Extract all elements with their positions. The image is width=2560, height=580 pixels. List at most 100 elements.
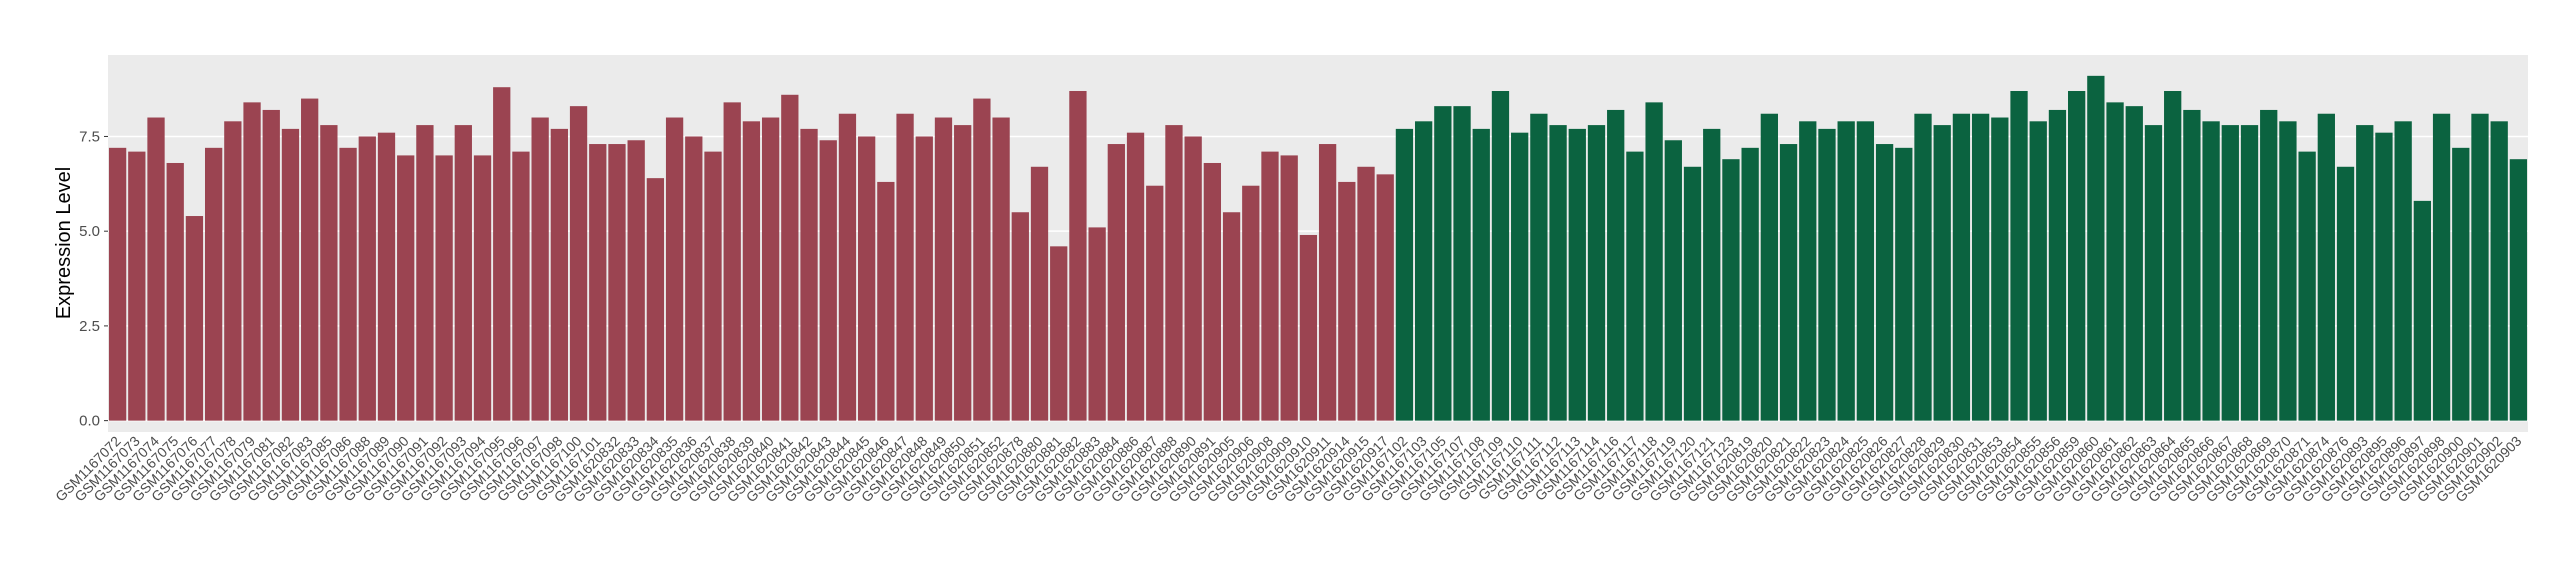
bar <box>1050 246 1068 421</box>
panel <box>108 55 2528 432</box>
bar <box>1722 159 1740 421</box>
bar <box>1664 140 1682 421</box>
bar <box>2394 121 2412 421</box>
bar <box>377 132 396 421</box>
bar <box>2221 125 2239 421</box>
bar <box>1914 113 1932 421</box>
bar <box>761 117 780 421</box>
bar <box>2279 121 2297 421</box>
bar <box>1011 212 1029 421</box>
bar <box>1587 125 1606 421</box>
bar <box>1299 234 1318 421</box>
bar <box>2317 113 2335 421</box>
bar <box>665 117 684 421</box>
bar <box>2471 113 2489 421</box>
bar <box>1434 106 1452 421</box>
bar <box>281 128 300 421</box>
bar <box>1760 113 1778 421</box>
bar <box>2260 109 2278 421</box>
bar <box>1799 121 1817 421</box>
bar <box>493 87 511 421</box>
y-tick-label: 2.5 <box>79 318 100 335</box>
bar <box>646 178 665 421</box>
bar <box>1203 162 1222 421</box>
bar <box>358 136 376 421</box>
bar <box>877 181 895 421</box>
bar <box>1165 125 1183 421</box>
bar <box>473 155 492 421</box>
bar <box>1472 128 1490 421</box>
bar <box>2356 125 2374 421</box>
bar <box>819 140 837 421</box>
bar <box>2164 90 2182 421</box>
bar <box>224 121 242 421</box>
bar <box>1069 90 1087 421</box>
bar <box>1338 181 1356 421</box>
y-tick-label: 5.0 <box>79 223 100 240</box>
bar <box>896 113 914 421</box>
bar <box>781 94 799 421</box>
bar <box>1607 109 1625 421</box>
bar <box>1530 113 1548 421</box>
bar <box>2452 147 2470 421</box>
bar <box>2144 125 2163 421</box>
bar <box>858 136 876 421</box>
bar <box>1184 136 1202 421</box>
bar <box>1088 227 1106 421</box>
bar <box>2432 113 2451 421</box>
bar <box>243 102 261 421</box>
bar <box>550 128 568 421</box>
bar <box>1645 102 1663 421</box>
bar <box>1626 151 1644 421</box>
bar <box>1875 144 1894 421</box>
bar <box>1280 155 1298 421</box>
bar <box>435 155 453 421</box>
bar <box>742 121 761 421</box>
bar <box>531 117 549 421</box>
bar <box>1453 106 1471 421</box>
bar <box>1703 128 1721 421</box>
bar <box>2106 102 2124 421</box>
bar <box>1376 174 1394 421</box>
bar <box>2010 90 2028 421</box>
bar <box>1395 128 1414 421</box>
bar <box>934 117 953 421</box>
bar <box>1030 166 1049 421</box>
bar <box>454 125 472 421</box>
bar <box>108 147 127 421</box>
bar <box>1549 125 1567 421</box>
bar <box>954 125 972 421</box>
bar <box>1107 144 1125 421</box>
bar <box>1818 128 1836 421</box>
bar <box>1222 212 1241 421</box>
bar <box>1261 151 1279 421</box>
bar <box>128 151 146 421</box>
bar <box>204 147 223 421</box>
bar <box>915 136 933 421</box>
bar <box>704 151 722 421</box>
bar <box>2029 121 2047 421</box>
bar <box>1741 147 1759 421</box>
bar <box>1991 117 2009 421</box>
y-tick-label: 0.0 <box>79 413 100 430</box>
bar <box>2087 75 2105 421</box>
bar <box>2068 90 2086 421</box>
bar <box>1511 132 1529 421</box>
bar <box>2240 125 2259 421</box>
bar <box>1779 144 1798 421</box>
bar <box>723 102 741 421</box>
bar <box>1895 147 1913 421</box>
bar <box>512 151 530 421</box>
bar <box>185 216 204 421</box>
y-tick-label: 7.5 <box>79 128 100 145</box>
bar <box>1933 125 1951 421</box>
bar <box>320 125 338 421</box>
bar <box>2202 121 2220 421</box>
bar <box>2298 151 2316 421</box>
bar <box>147 117 165 421</box>
bar <box>2490 121 2508 421</box>
bar <box>1952 113 1971 421</box>
bar <box>1126 132 1145 421</box>
bar <box>2375 132 2393 421</box>
